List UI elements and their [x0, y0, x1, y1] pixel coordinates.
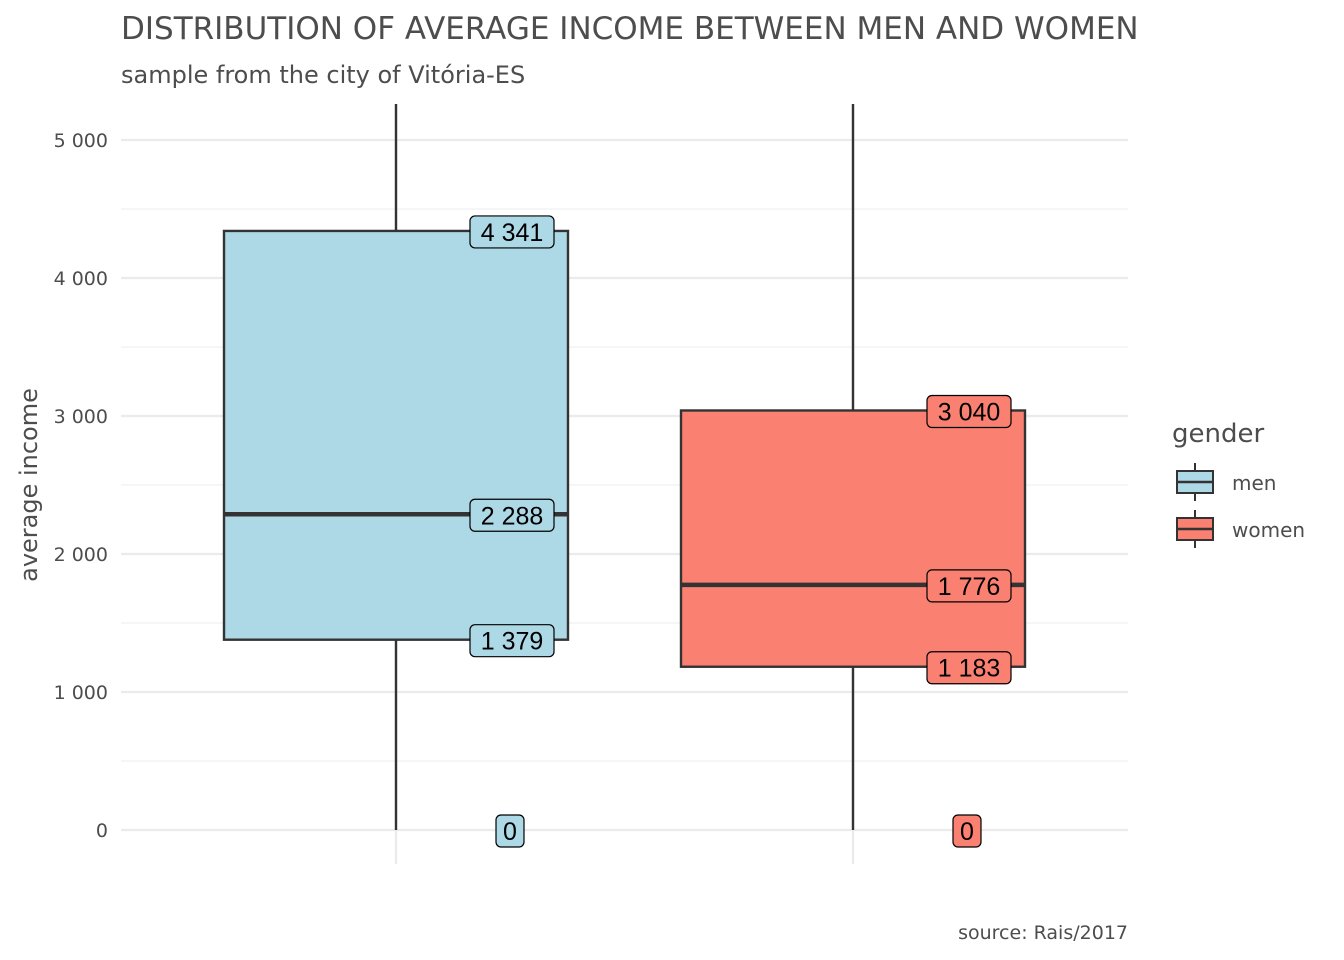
y-tick-label: 3 000 [54, 406, 108, 428]
value-label-text: 4 341 [481, 219, 544, 247]
value-label-text: 3 040 [938, 398, 1001, 426]
y-tick-label: 2 000 [54, 544, 108, 566]
value-label-box [926, 569, 1012, 603]
legend-entry-men: men [1176, 463, 1276, 501]
value-label: 3 040 [926, 394, 1012, 429]
legend-entry-women: women [1176, 510, 1305, 548]
box-men [222, 104, 570, 830]
value-label-text: 0 [960, 818, 974, 846]
value-label-box [469, 215, 555, 249]
chart-subtitle: sample from the city of Vitória-ES [121, 61, 525, 89]
chart-title: DISTRIBUTION OF AVERAGE INCOME BETWEEN M… [121, 11, 1139, 47]
legend-label: men [1232, 471, 1276, 495]
value-label: 1 379 [469, 624, 555, 658]
value-label: 0 [952, 814, 982, 848]
value-label-text: 1 183 [938, 655, 1001, 683]
y-tick-label: 4 000 [54, 268, 108, 290]
value-label-box [926, 394, 1012, 429]
value-label-box [952, 814, 982, 848]
value-label: 2 288 [469, 498, 555, 532]
y-tick-label: 5 000 [54, 130, 108, 152]
value-label-text: 0 [503, 818, 517, 846]
value-label: 1 776 [926, 569, 1012, 603]
value-labels: 4 341 2 288 1 379 0 3 040 1 776 1 183 0 [469, 215, 1012, 848]
y-tick-label: 1 000 [54, 682, 108, 704]
value-label-box [926, 651, 1012, 685]
y-axis-title: average income [15, 388, 43, 582]
value-label: 0 [495, 814, 525, 848]
value-label-text: 2 288 [481, 502, 544, 530]
box-iqr [679, 409, 1027, 668]
value-label-text: 1 776 [938, 573, 1001, 601]
value-label-box [469, 498, 555, 532]
value-label: 4 341 [469, 215, 555, 249]
legend: men women [1176, 463, 1305, 548]
boxes [222, 104, 1027, 830]
box-iqr [222, 229, 570, 641]
y-axis-ticks: 0 1 000 2 000 3 000 4 000 5 000 [54, 130, 108, 842]
chart-caption: source: Rais/2017 [958, 922, 1128, 944]
box-women [679, 104, 1027, 830]
value-label-box [469, 624, 555, 658]
value-label-text: 1 379 [481, 628, 544, 656]
y-tick-label: 0 [96, 820, 108, 842]
legend-label: women [1232, 518, 1305, 542]
value-label: 1 183 [926, 651, 1012, 685]
value-label-box [495, 814, 525, 848]
legend-title: gender [1172, 419, 1264, 449]
